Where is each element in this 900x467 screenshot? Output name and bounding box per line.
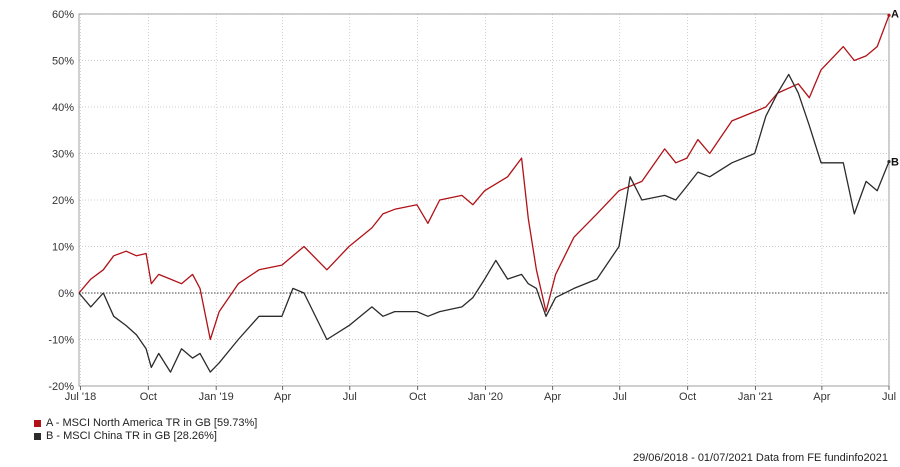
y-tick-label: 10% bbox=[52, 242, 74, 254]
series-end-label-b: B bbox=[891, 157, 899, 169]
plot-border bbox=[78, 13, 890, 387]
series-line-a bbox=[78, 15, 890, 341]
x-axis: Jul '18 Oct Jan '19 Apr Jul Oct Jan '20 Apr Jul O… bbox=[65, 386, 896, 403]
series-end-point-a bbox=[887, 13, 891, 17]
y-tick-label: 60% bbox=[52, 9, 74, 21]
x-tick-label: Oct bbox=[679, 391, 696, 403]
legend-label-b: B - MSCI China TR in GB [28.26%] bbox=[46, 430, 217, 442]
y-tick-label: -10% bbox=[48, 335, 74, 347]
y-tick-label: 0% bbox=[58, 288, 74, 300]
x-tick-label: Oct bbox=[409, 391, 426, 403]
y-tick-label: 20% bbox=[52, 195, 74, 207]
chart-grid bbox=[79, 13, 890, 387]
x-tick-label: Jan '19 bbox=[199, 391, 234, 403]
legend-swatch-a bbox=[34, 420, 41, 427]
series-end-point-b bbox=[887, 159, 891, 164]
legend: A - MSCI North America TR in GB [59.73%]… bbox=[34, 417, 257, 443]
data-source-footer: 29/06/2018 - 01/07/2021 Data from FE fun… bbox=[632, 452, 888, 464]
y-tick-label: 40% bbox=[52, 102, 74, 114]
line-chart: 60%50%40%30%20%10%0%-10%-20% Jul '18 Oct J… bbox=[48, 8, 899, 403]
legend-swatch-b bbox=[34, 433, 41, 440]
x-tick-label: Apr bbox=[544, 391, 561, 403]
x-tick-label: Jul bbox=[343, 391, 357, 403]
series-end-label-a: A bbox=[891, 8, 899, 20]
series-end-labels: AB bbox=[891, 8, 899, 168]
x-tick-label: Apr bbox=[813, 391, 830, 403]
legend-item-a: A - MSCI North America TR in GB [59.73%] bbox=[34, 417, 257, 430]
x-tick-label: Jan '20 bbox=[468, 391, 503, 403]
legend-label-a: A - MSCI North America TR in GB [59.73%] bbox=[46, 417, 258, 429]
plot-area bbox=[78, 13, 890, 387]
x-tick-label: Apr bbox=[274, 391, 291, 403]
x-tick-label: Oct bbox=[140, 391, 157, 403]
x-tick-label: Jul '18 bbox=[65, 391, 96, 403]
y-axis: 60% 50% 40% 30% 20% 10% 0% -10% -20% bbox=[48, 9, 74, 393]
y-tick-label: -20% bbox=[48, 381, 74, 393]
x-tick-label: Jan '21 bbox=[738, 391, 773, 403]
legend-item-b: B - MSCI China TR in GB [28.26%] bbox=[34, 430, 257, 443]
y-tick-label: 30% bbox=[52, 149, 74, 161]
series-lines bbox=[78, 13, 891, 373]
series-line-b bbox=[78, 73, 890, 373]
x-tick-label: Jul bbox=[882, 391, 896, 403]
y-tick-label: 50% bbox=[52, 56, 74, 68]
x-tick-label: Jul bbox=[613, 391, 627, 403]
